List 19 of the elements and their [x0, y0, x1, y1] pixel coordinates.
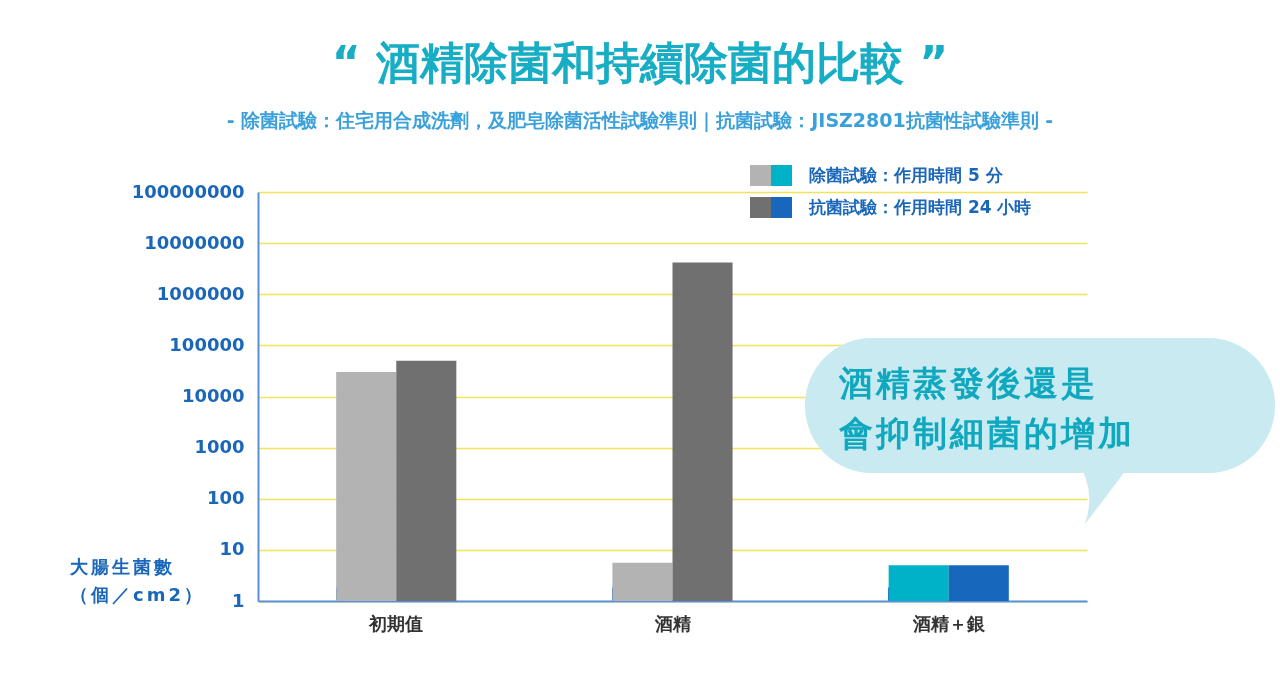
legend-label: 除菌試驗：作用時間 5 分 [809, 164, 1003, 187]
y-tick-label: 100000 [169, 333, 245, 355]
y-tick-label: 10000 [181, 385, 245, 406]
y-tick-label: 10000000 [144, 231, 245, 253]
chart-title: “ 酒精除菌和持續除菌的比較 ” [330, 36, 950, 90]
x-tick-label: 初期值 [368, 612, 424, 634]
x-tick-label: 酒精＋銀 [911, 612, 986, 634]
y-tick-label: 1000 [194, 436, 245, 458]
x-tick-label: 酒精 [653, 612, 691, 634]
y-tick-label: 1 [231, 589, 245, 611]
y-tick-label: 10 [219, 538, 245, 560]
y-axis-title: 大腸生菌數（個／cm2） [70, 555, 206, 607]
chart-subtitle: - 除菌試驗：住宅用合成洗劑，及肥皂除菌活性試驗準則｜抗菌試驗：JISZ2801抗菌性試驗準則 - [225, 108, 1055, 134]
y-tick-label: 1000000 [156, 282, 245, 304]
y-tick-label: 100 [206, 487, 245, 509]
annotation: 酒精蒸發後還是 [839, 362, 1099, 405]
y-tick-label: 100000000 [131, 180, 245, 202]
annotation: 會抑制細菌的增加 [839, 412, 1135, 455]
legend-label: 抗菌試驗：作用時間 24 小時 [809, 196, 1032, 219]
